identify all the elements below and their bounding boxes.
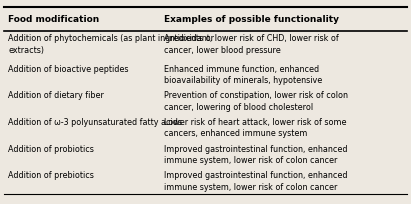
Text: Food modification: Food modification: [8, 16, 99, 24]
Text: Enhanced immune function, enhanced
bioavailability of minerals, hypotensive: Enhanced immune function, enhanced bioav…: [164, 64, 323, 85]
Text: Addition of dietary fiber: Addition of dietary fiber: [8, 91, 104, 100]
Text: Lower risk of heart attack, lower risk of some
cancers, enhanced immune system: Lower risk of heart attack, lower risk o…: [164, 117, 347, 138]
Text: Examples of possible functionality: Examples of possible functionality: [164, 16, 339, 24]
Text: Prevention of constipation, lower risk of colon
cancer, lowering of blood choles: Prevention of constipation, lower risk o…: [164, 91, 349, 111]
Text: Addition of prebiotics: Addition of prebiotics: [8, 170, 94, 179]
Text: Addition of bioactive peptides: Addition of bioactive peptides: [8, 64, 129, 73]
Text: Improved gastrointestinal function, enhanced
immune system, lower risk of colon : Improved gastrointestinal function, enha…: [164, 144, 348, 164]
Text: Improved gastrointestinal function, enhanced
immune system, lower risk of colon : Improved gastrointestinal function, enha…: [164, 170, 348, 191]
Text: Antioxidant, lower risk of CHD, lower risk of
cancer, lower blood pressure: Antioxidant, lower risk of CHD, lower ri…: [164, 34, 339, 54]
Text: Addition of phytochemicals (as plant ingredients or
extracts): Addition of phytochemicals (as plant ing…: [8, 34, 214, 54]
Text: Addition of ω-3 polyunsaturated fatty acids: Addition of ω-3 polyunsaturated fatty ac…: [8, 117, 182, 126]
Text: Addition of probiotics: Addition of probiotics: [8, 144, 94, 153]
